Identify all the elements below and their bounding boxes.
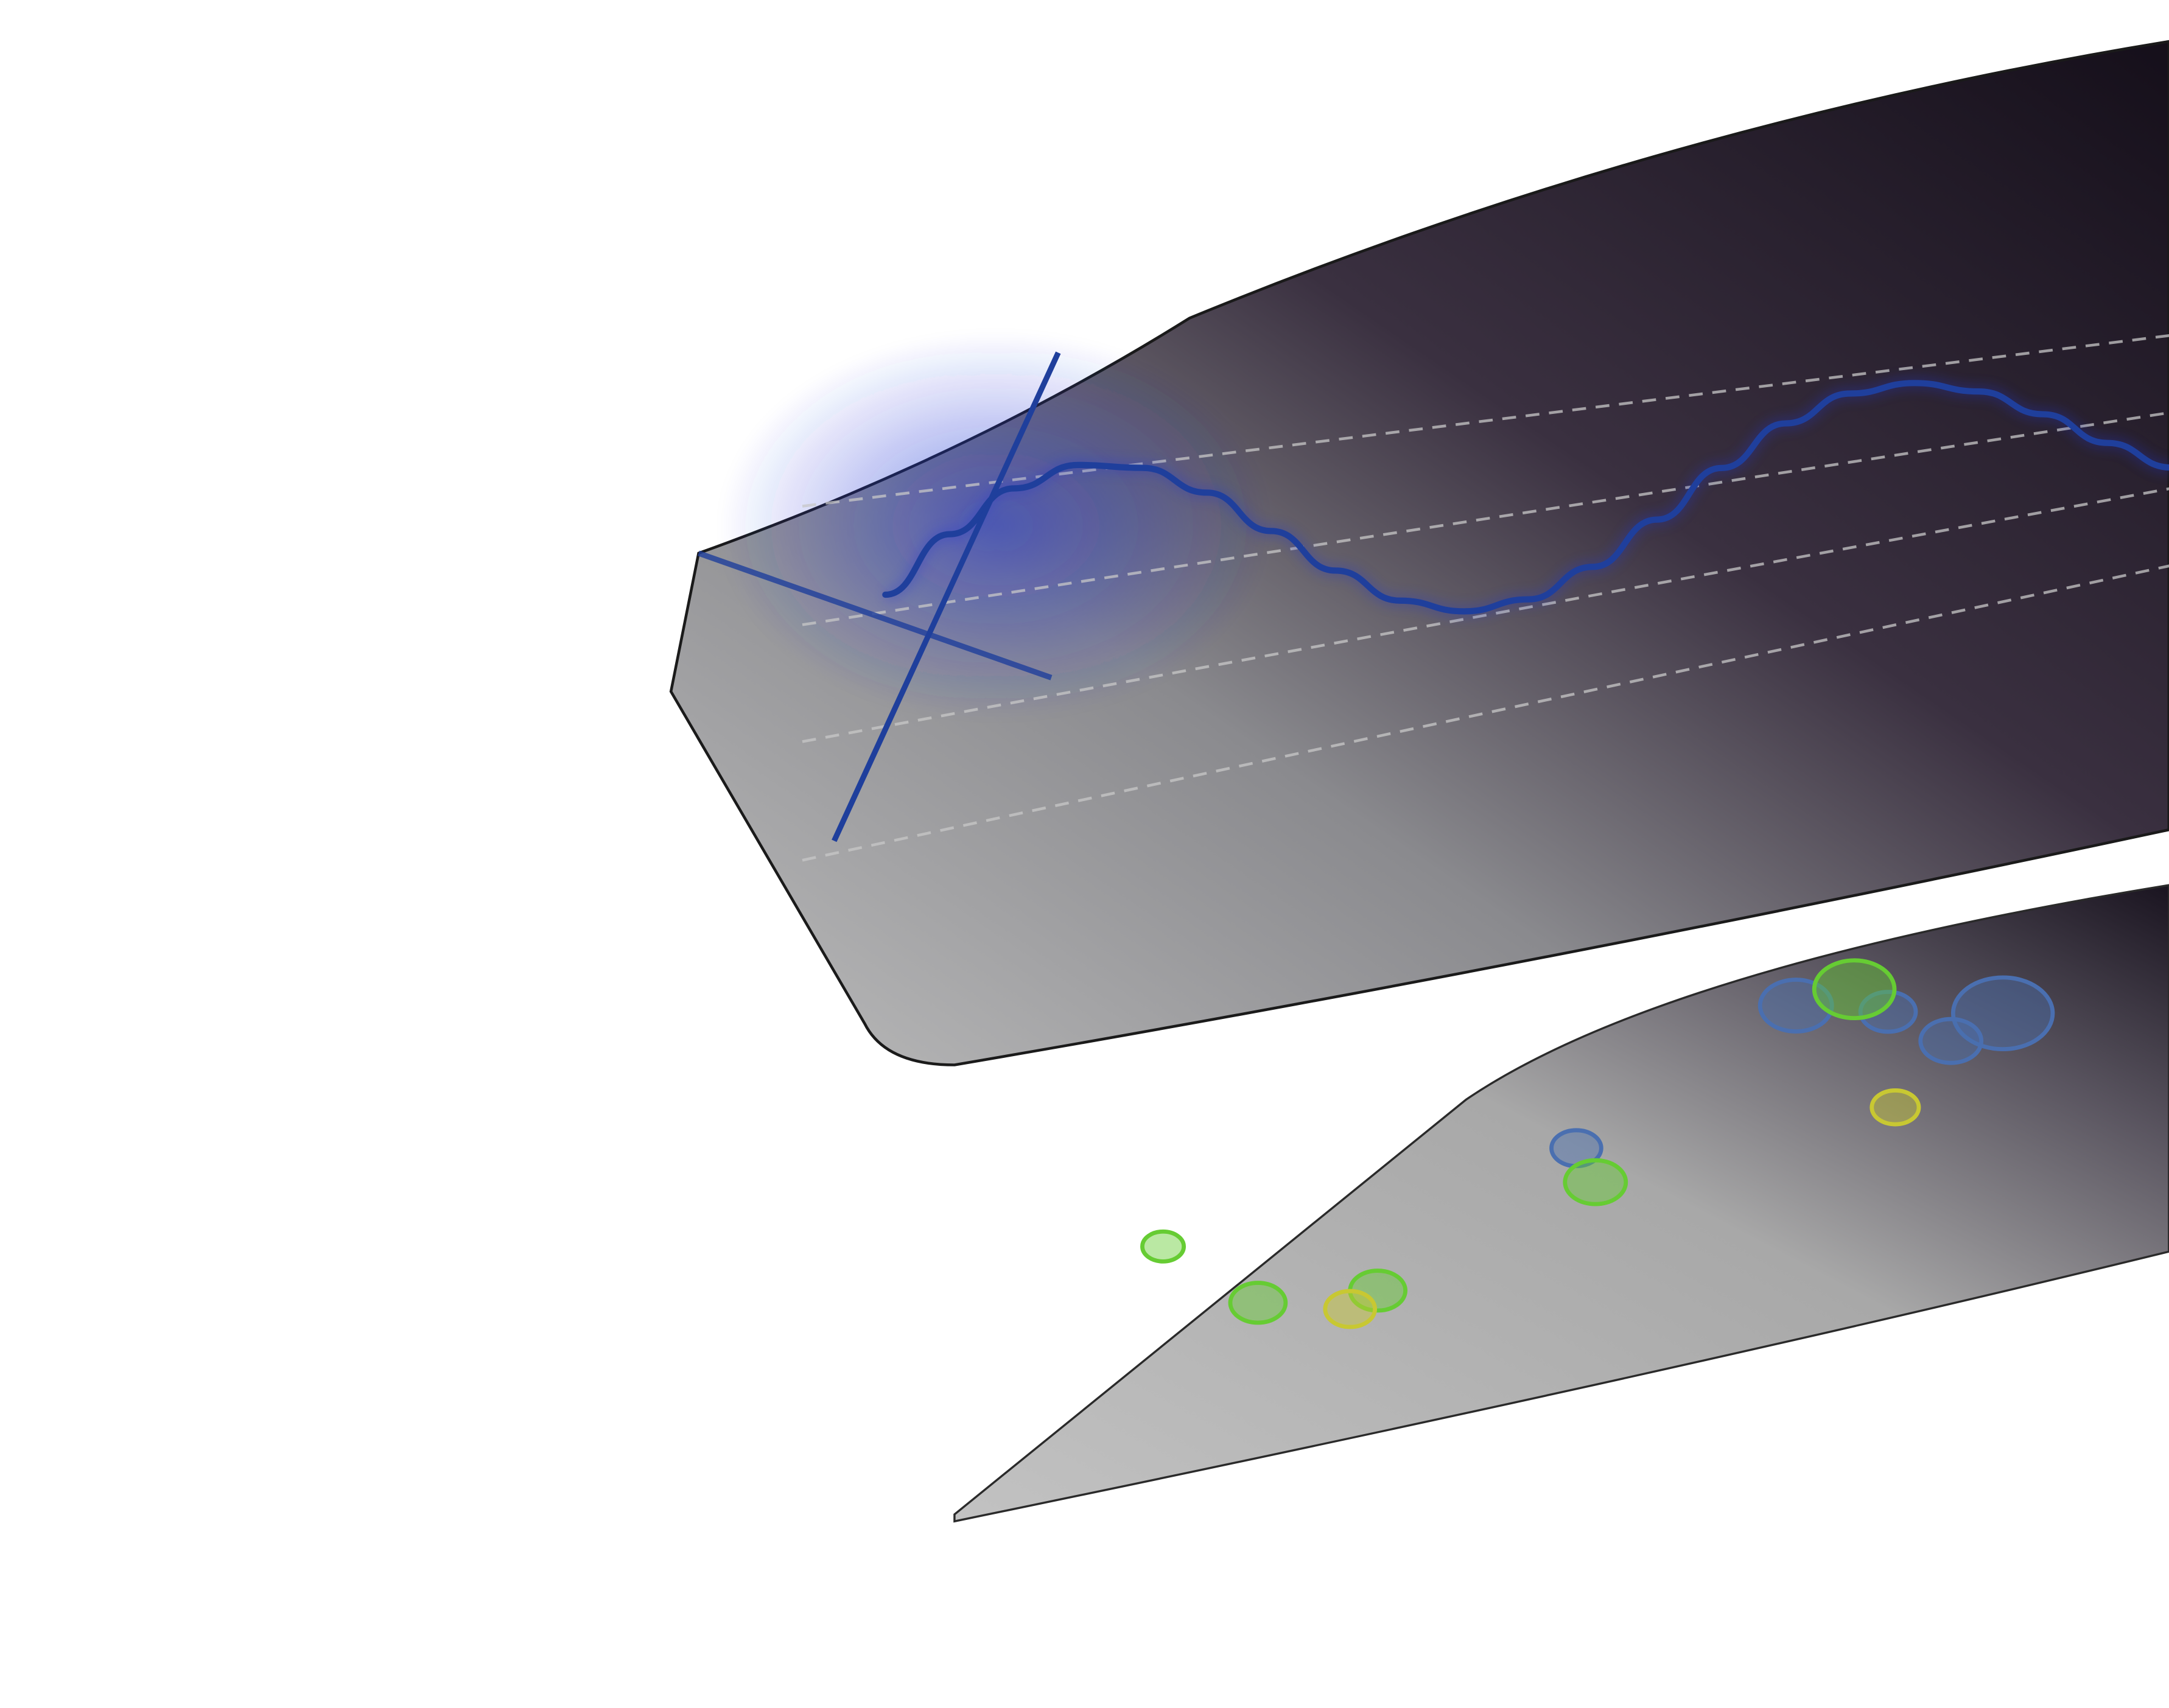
axis-stroke bbox=[832, 351, 1061, 842]
axis-stroke bbox=[698, 550, 1053, 681]
line-series bbox=[882, 376, 2169, 618]
line-glow bbox=[719, 332, 1273, 719]
series-line bbox=[882, 380, 2169, 615]
scatter-point-yellow bbox=[1323, 1289, 1378, 1329]
scatter-points bbox=[1140, 958, 2055, 1329]
scatter-point-green bbox=[1228, 1281, 1288, 1325]
grid-line bbox=[802, 487, 2169, 743]
scatter-point-yellow bbox=[1869, 1088, 1921, 1127]
scatter-point-blue bbox=[1918, 1017, 1984, 1065]
scatter-point-green bbox=[1563, 1158, 1628, 1206]
grid-lines bbox=[802, 334, 2169, 862]
line-panel bbox=[669, 40, 2169, 1066]
scatter-point-green bbox=[1812, 958, 1897, 1021]
grid-line bbox=[802, 334, 2169, 508]
grid-line bbox=[802, 411, 2169, 626]
scatter-point-green bbox=[1140, 1229, 1186, 1264]
scatter-point-blue bbox=[1858, 990, 1918, 1034]
scatter-panel bbox=[953, 884, 2169, 1523]
scatter-panel-surface bbox=[953, 884, 2169, 1523]
